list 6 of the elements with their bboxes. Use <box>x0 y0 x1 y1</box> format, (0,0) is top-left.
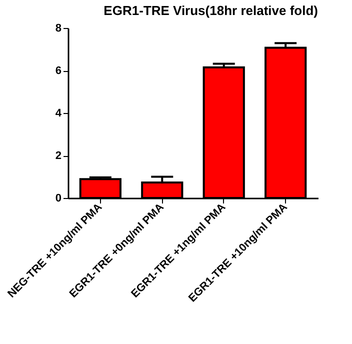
chart-title: EGR1-TRE Virus(18hr relative fold) <box>104 3 318 18</box>
y-tick-label: 8 <box>55 22 62 34</box>
y-tick-label: 2 <box>55 150 62 162</box>
y-tick-label: 6 <box>55 65 62 77</box>
y-tick-label: 0 <box>55 192 62 204</box>
y-tick-label: 4 <box>55 108 62 120</box>
